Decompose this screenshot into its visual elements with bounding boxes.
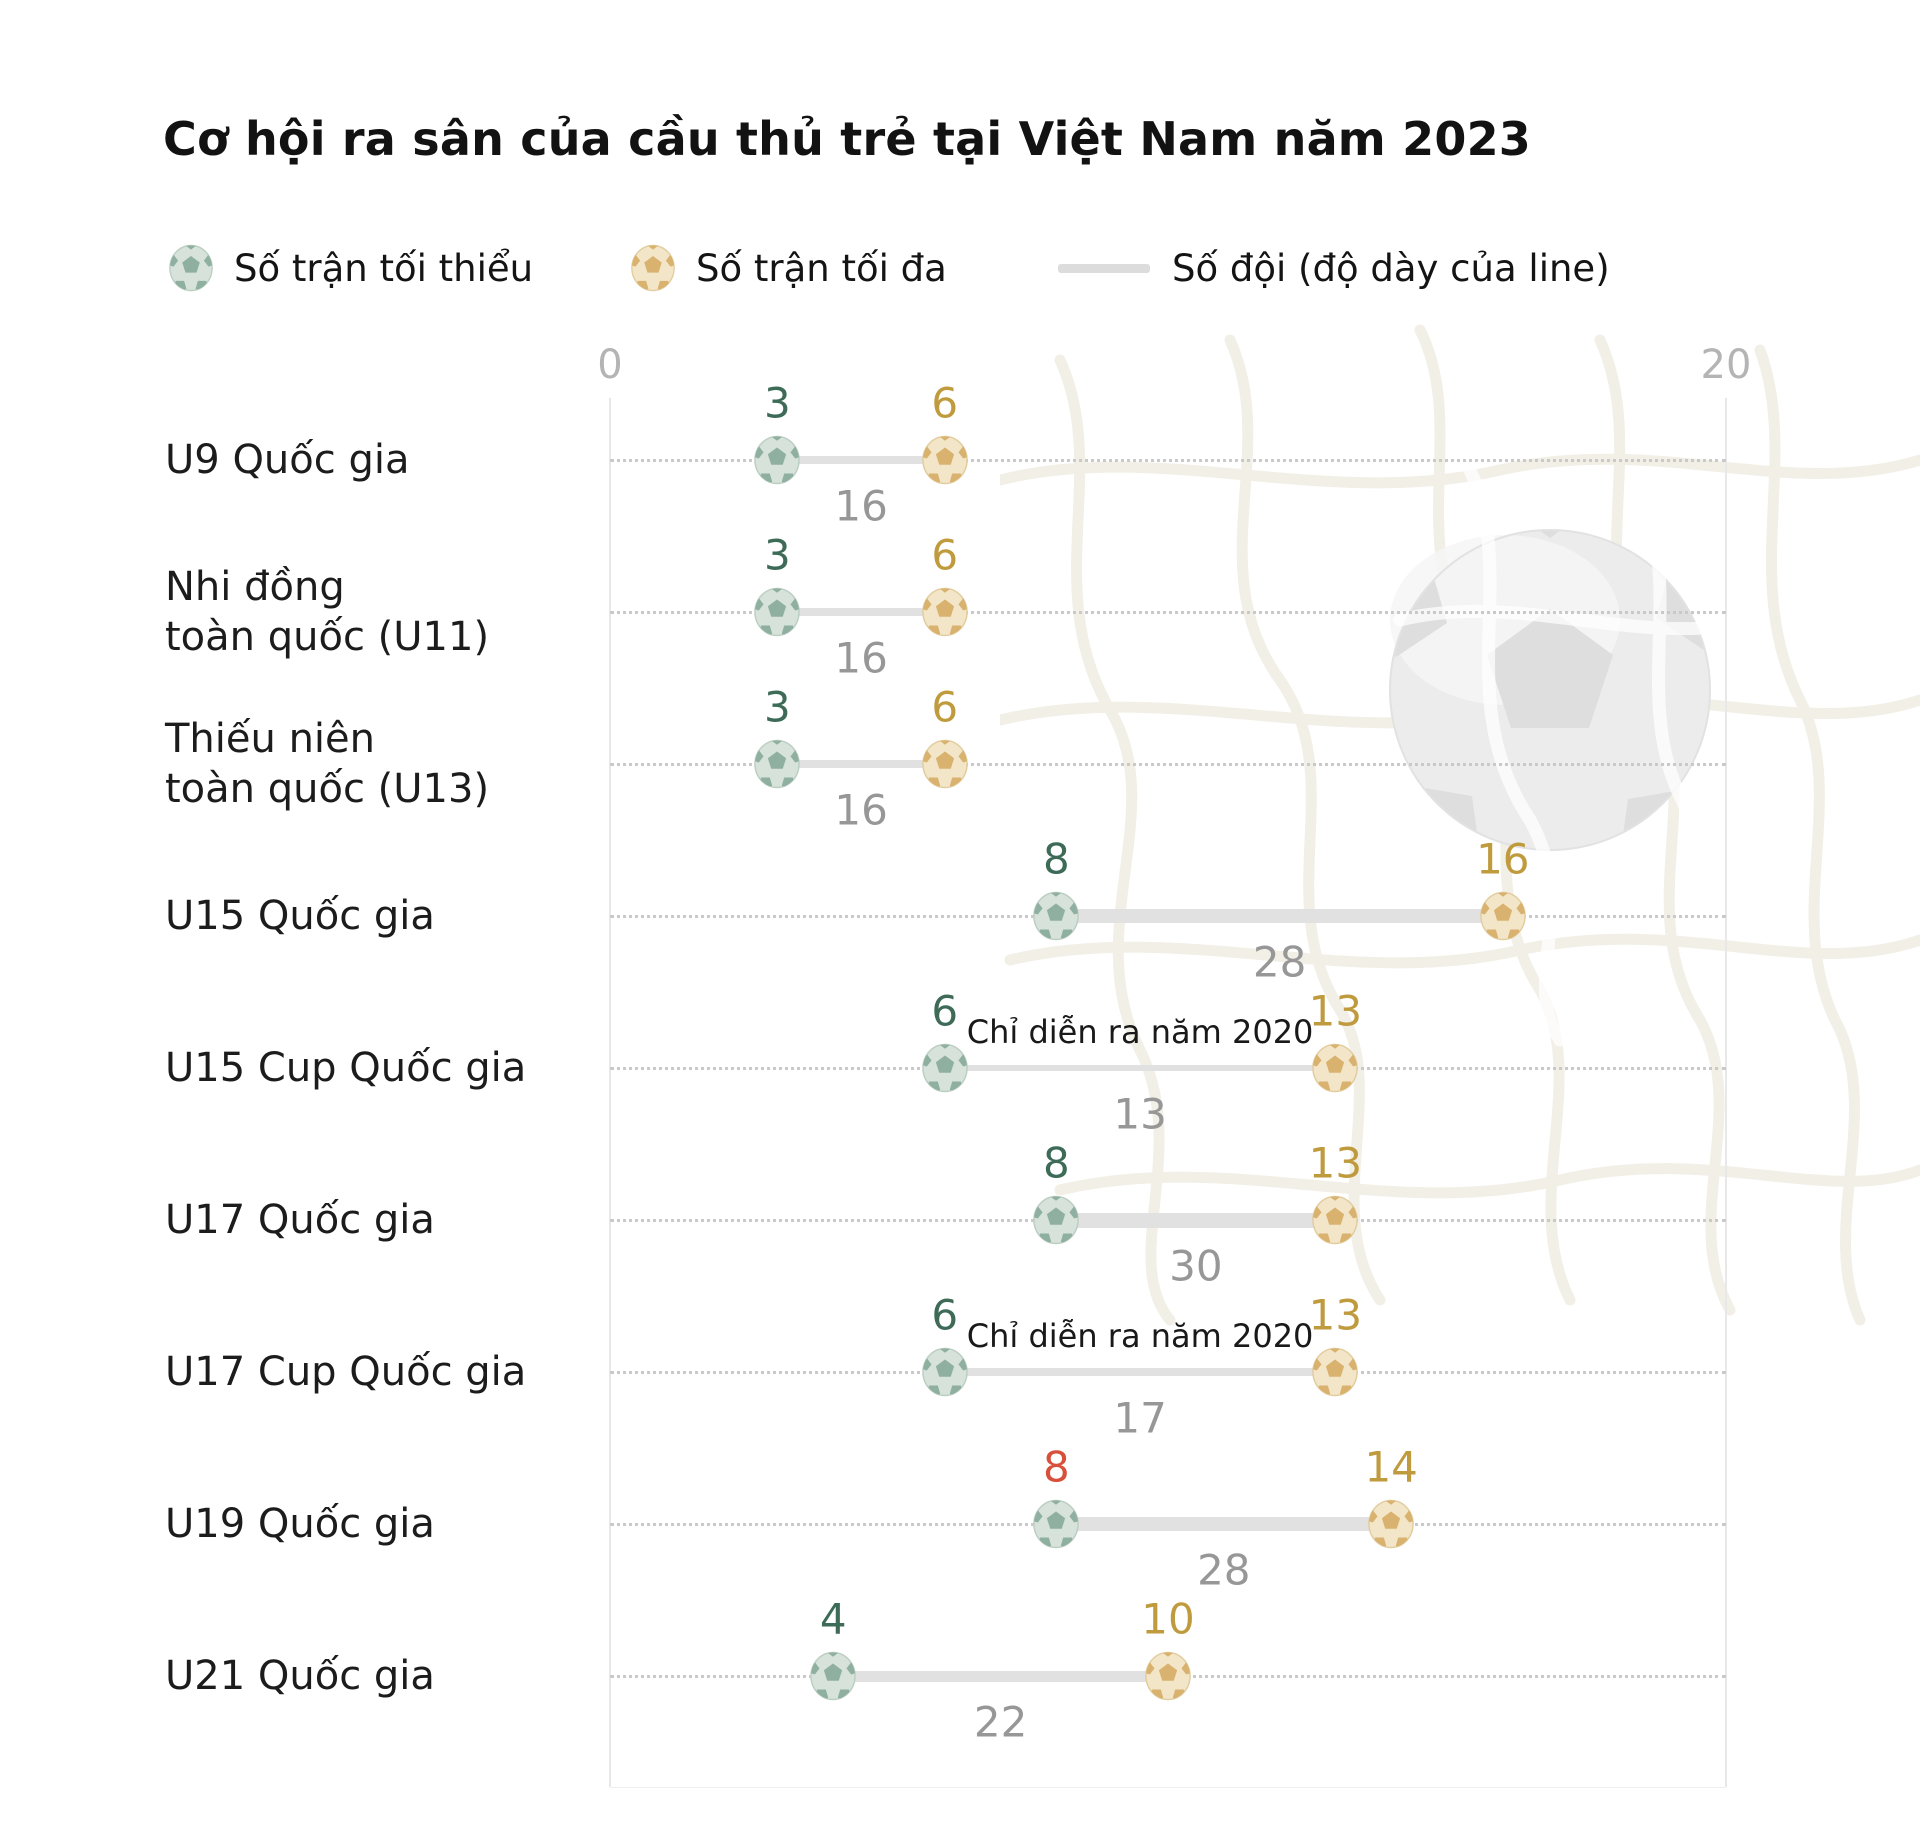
min-matches-value: 3 xyxy=(764,378,791,428)
max-matches-ball-icon xyxy=(1367,1498,1415,1551)
teams-count-value: 28 xyxy=(1197,1545,1251,1595)
teams-line-icon xyxy=(1058,263,1150,273)
teams-line xyxy=(944,1064,1336,1072)
y-axis-line-right xyxy=(1725,398,1727,1787)
legend-teams-label: Số đội (độ dày của line) xyxy=(1172,246,1610,290)
row-label: U9 Quốc gia xyxy=(165,437,410,483)
max-matches-value: 6 xyxy=(931,682,959,732)
x-axis-tick-max: 20 xyxy=(1700,342,1752,388)
max-matches-value: 6 xyxy=(931,530,959,580)
row-label: U19 Quốc gia xyxy=(165,1501,435,1547)
min-matches-value: 8 xyxy=(1043,1138,1070,1188)
teams-line xyxy=(1056,1212,1336,1228)
max-matches-ball-icon xyxy=(1311,1346,1359,1399)
min-matches-ball-icon xyxy=(168,243,214,293)
row-label: U21 Quốc gia xyxy=(165,1653,435,1699)
max-matches-value: 13 xyxy=(1308,1290,1363,1340)
x-axis-tick-min: 0 xyxy=(597,342,623,388)
min-matches-value: 4 xyxy=(819,1594,847,1644)
max-matches-ball-icon xyxy=(921,586,969,639)
row-gridline xyxy=(610,611,1726,614)
y-axis-line-left xyxy=(609,398,611,1787)
teams-count-value: 13 xyxy=(1113,1089,1167,1139)
teams-line xyxy=(777,456,945,464)
max-matches-ball-icon xyxy=(921,738,969,791)
max-matches-ball-icon xyxy=(1311,1042,1359,1095)
teams-count-value: 16 xyxy=(834,481,888,531)
min-matches-ball-icon xyxy=(1032,1498,1080,1551)
max-matches-value: 6 xyxy=(931,378,959,428)
teams-line xyxy=(833,1670,1168,1682)
min-matches-value: 8 xyxy=(1043,834,1070,884)
min-matches-ball-icon xyxy=(921,1346,969,1399)
row-gridline xyxy=(610,763,1726,766)
teams-count-value: 22 xyxy=(973,1697,1028,1747)
teams-count-value: 17 xyxy=(1113,1393,1167,1443)
annotation-label: Chỉ diễn ra năm 2020 xyxy=(966,1013,1314,1051)
min-matches-value: 3 xyxy=(764,530,791,580)
row-label: Thiếu niên toàn quốc (U13) xyxy=(165,716,490,812)
row-label: U15 Quốc gia xyxy=(165,893,435,939)
min-matches-value: 8 xyxy=(1043,1442,1070,1492)
min-matches-value: 3 xyxy=(764,682,791,732)
min-matches-ball-icon xyxy=(921,1042,969,1095)
min-matches-ball-icon xyxy=(1032,890,1080,943)
min-matches-ball-icon xyxy=(753,434,801,487)
max-matches-ball-icon xyxy=(1311,1194,1359,1247)
teams-count-value: 30 xyxy=(1169,1241,1223,1291)
teams-count-value: 28 xyxy=(1252,937,1307,987)
chart-title: Cơ hội ra sân của cầu thủ trẻ tại Việt N… xyxy=(163,112,1531,166)
teams-count-value: 16 xyxy=(834,785,888,835)
max-matches-ball-icon xyxy=(630,243,676,293)
min-matches-ball-icon xyxy=(753,738,801,791)
row-label: U17 Quốc gia xyxy=(165,1197,435,1243)
row-label: Nhi đồng toàn quốc (U11) xyxy=(165,564,490,660)
max-matches-ball-icon xyxy=(921,434,969,487)
row-gridline xyxy=(610,459,1726,462)
annotation-label: Chỉ diễn ra năm 2020 xyxy=(966,1317,1314,1355)
min-matches-value: 6 xyxy=(931,986,959,1036)
teams-count-value: 16 xyxy=(834,633,888,683)
legend-max-label: Số trận tối đa xyxy=(696,246,947,290)
row-label: U15 Cup Quốc gia xyxy=(165,1045,527,1091)
teams-line xyxy=(777,760,945,768)
max-matches-ball-icon xyxy=(1144,1650,1192,1703)
max-matches-ball-icon xyxy=(1479,890,1527,943)
min-matches-ball-icon xyxy=(753,586,801,639)
max-matches-value: 14 xyxy=(1364,1442,1418,1492)
teams-line xyxy=(1056,909,1503,923)
legend-item-teams: Số đội (độ dày của line) xyxy=(1058,240,1610,296)
legend-item-min: Số trận tối thiểu xyxy=(168,240,533,296)
teams-line xyxy=(1056,1517,1392,1531)
x-axis-bottom-line xyxy=(610,1787,1726,1788)
teams-line xyxy=(777,608,945,616)
min-matches-value: 6 xyxy=(931,1290,959,1340)
legend-min-label: Số trận tối thiểu xyxy=(234,246,534,290)
min-matches-ball-icon xyxy=(1032,1194,1080,1247)
teams-line xyxy=(944,1367,1336,1377)
max-matches-value: 13 xyxy=(1308,1138,1363,1188)
row-label: U17 Cup Quốc gia xyxy=(165,1349,527,1395)
legend-item-max: Số trận tối đa xyxy=(630,240,947,296)
max-matches-value: 13 xyxy=(1308,986,1363,1036)
min-matches-ball-icon xyxy=(809,1650,857,1703)
max-matches-value: 10 xyxy=(1141,1594,1195,1644)
max-matches-value: 16 xyxy=(1476,834,1530,884)
